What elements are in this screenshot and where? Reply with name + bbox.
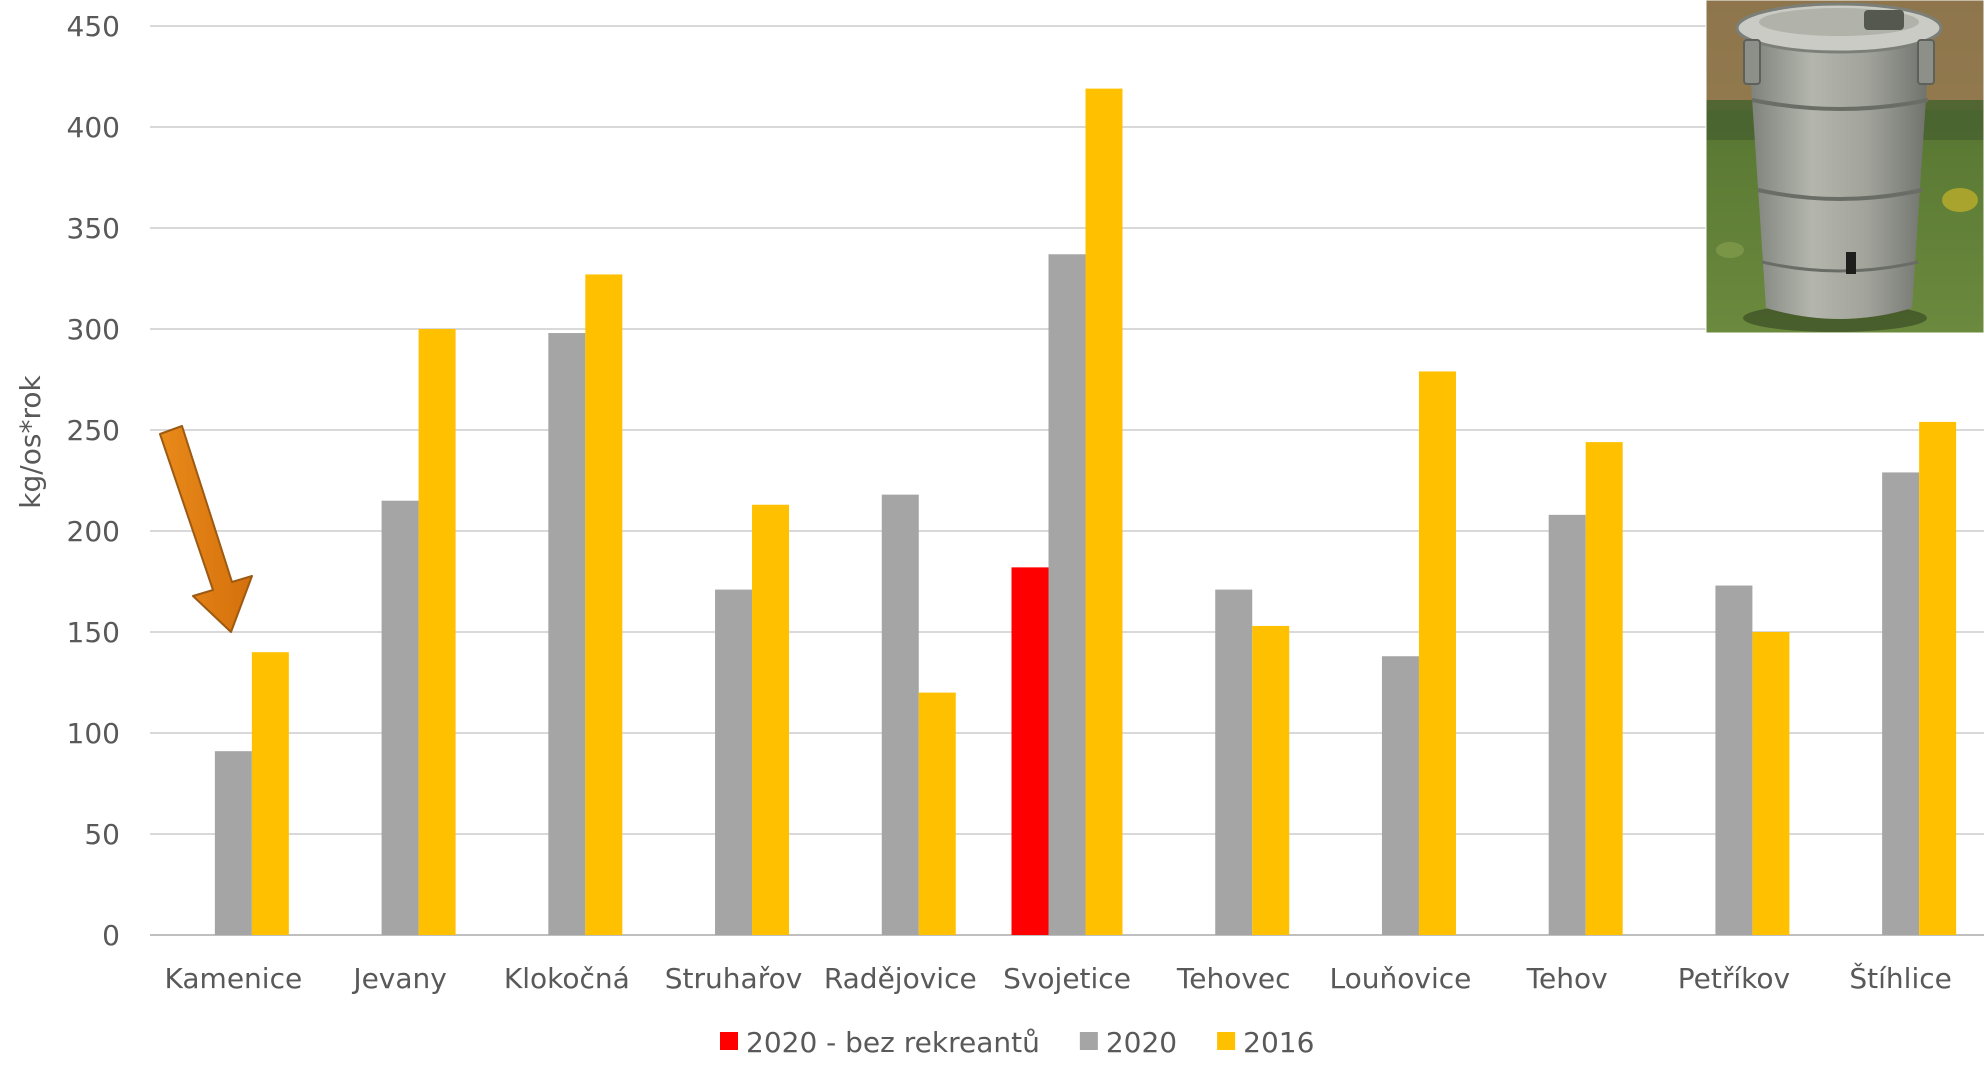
x-tick-label: Štíhlice — [1849, 961, 1951, 995]
x-tick-label: Petříkov — [1678, 962, 1790, 995]
x-axis-ticks: Kamenice Jevany Klokočná Struhařov Radějovic… — [165, 961, 1952, 995]
bar — [715, 589, 753, 935]
x-tick-label: Tehovec — [1176, 962, 1291, 995]
bar — [418, 329, 456, 935]
legend-swatch — [1079, 1032, 1098, 1050]
bar — [548, 333, 586, 935]
y-axis-label: kg/os*rok — [14, 375, 47, 509]
y-tick-label: 100 — [67, 717, 120, 750]
bar — [585, 274, 623, 936]
y-tick-label: 200 — [67, 515, 120, 548]
legend-swatch — [720, 1032, 738, 1050]
x-tick-label: Radějovice — [824, 962, 977, 995]
bars — [214, 88, 1957, 936]
bar — [1215, 589, 1253, 935]
bar — [1381, 656, 1419, 935]
x-tick-label: Klokočná — [504, 962, 630, 995]
bar — [1585, 442, 1623, 935]
bar — [881, 494, 919, 935]
x-tick-label: Tehov — [1526, 962, 1608, 995]
legend-label: 2020 — [1106, 1026, 1177, 1059]
x-tick-label: Struhařov — [665, 962, 803, 995]
y-tick-label: 250 — [67, 414, 120, 447]
y-tick-label: 350 — [67, 212, 120, 245]
x-tick-label: Svojetice — [1003, 962, 1131, 995]
bar — [918, 692, 956, 935]
bar — [1085, 88, 1123, 936]
bar — [381, 500, 419, 935]
y-tick-label: 300 — [67, 313, 120, 346]
annotation-arrow — [159, 425, 253, 633]
legend-label: 2020 - bez rekreantů — [746, 1026, 1040, 1059]
bar — [1252, 625, 1290, 935]
trash-can-photo — [1705, 0, 1984, 334]
bar — [1418, 371, 1456, 935]
bar — [1048, 254, 1086, 935]
legend-swatch — [1217, 1032, 1236, 1050]
bar — [752, 504, 790, 935]
legend-label: 2016 — [1243, 1026, 1314, 1059]
legend: 2020 - bez rekreantů 2020 2016 — [720, 1026, 1314, 1059]
bar — [214, 751, 252, 935]
x-tick-label: Louňovice — [1330, 962, 1472, 995]
bar — [1011, 567, 1049, 935]
bar — [1882, 472, 1920, 935]
x-tick-label: Kamenice — [165, 962, 303, 995]
y-tick-label: 450 — [67, 10, 120, 43]
bar — [1919, 421, 1957, 935]
x-tick-label: Jevany — [351, 962, 447, 995]
bar — [1752, 632, 1790, 935]
y-tick-label: 150 — [67, 616, 120, 649]
bar — [1715, 585, 1753, 935]
y-tick-label: 0 — [102, 919, 120, 952]
y-tick-label: 50 — [84, 818, 120, 851]
bar — [1548, 514, 1586, 935]
bar — [251, 652, 289, 935]
y-tick-label: 400 — [67, 111, 120, 144]
y-axis-ticks: 0 50 100 150 200 250 300 350 400 450 — [67, 10, 120, 952]
